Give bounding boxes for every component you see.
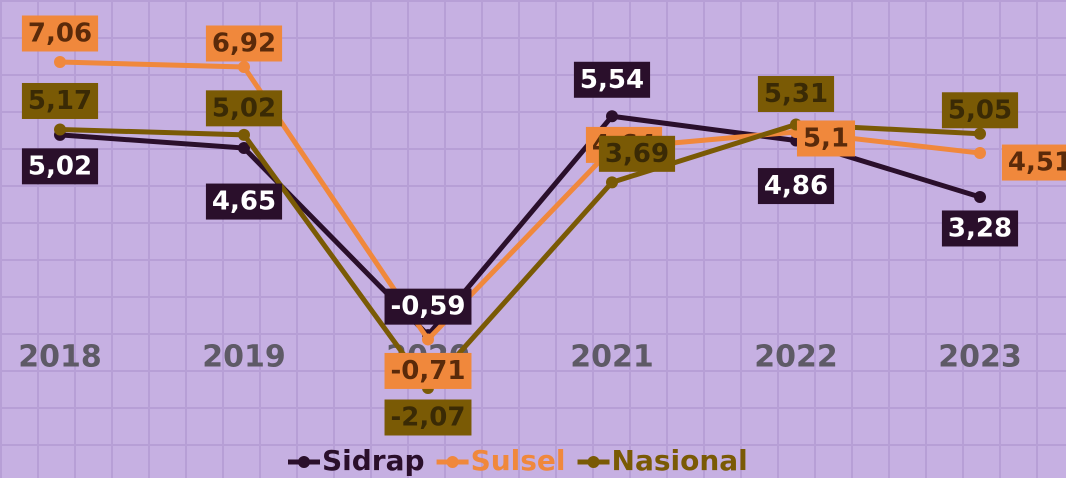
value-label: 5,31 <box>764 79 828 109</box>
data-label: 4,65 <box>206 184 282 220</box>
data-label: 5,54 <box>574 62 650 98</box>
value-label: -0,71 <box>391 356 466 386</box>
legend-label: Sulsel <box>471 444 566 477</box>
value-label: 5,1 <box>803 123 849 153</box>
x-tick-label: 2022 <box>754 340 838 375</box>
value-label: 5,17 <box>28 86 92 116</box>
point <box>54 56 66 68</box>
value-label: -2,07 <box>391 403 466 433</box>
data-label: 7,06 <box>22 16 98 52</box>
value-label: 5,02 <box>212 93 276 123</box>
data-label: -0,71 <box>385 353 472 389</box>
legend-label: Sidrap <box>322 444 425 477</box>
point <box>54 123 66 135</box>
point <box>606 110 618 122</box>
value-label: 3,28 <box>948 213 1012 243</box>
legend-marker <box>298 456 310 468</box>
point <box>974 191 986 203</box>
value-label: 5,05 <box>948 95 1012 125</box>
x-tick-label: 2023 <box>938 340 1022 375</box>
data-label: 3,28 <box>942 210 1018 246</box>
value-label: 4,86 <box>764 171 828 201</box>
data-label: 5,31 <box>758 76 834 112</box>
value-label: 4,51 <box>1008 148 1066 178</box>
data-label: 5,05 <box>942 92 1018 128</box>
data-label: 4,51 <box>1002 145 1066 181</box>
value-label: 6,92 <box>212 28 276 58</box>
point <box>974 147 986 159</box>
legend-marker <box>447 456 459 468</box>
x-tick-label: 2018 <box>18 340 102 375</box>
data-label: 5,17 <box>22 83 98 119</box>
value-label: 3,69 <box>605 139 669 169</box>
data-label: 5,1 <box>797 120 855 156</box>
value-label: 5,54 <box>580 65 644 95</box>
value-label: 7,06 <box>28 19 92 49</box>
data-label: 6,92 <box>206 25 282 61</box>
x-tick-label: 2019 <box>202 340 286 375</box>
series-line <box>60 62 980 339</box>
point <box>238 129 250 141</box>
data-label: -0,59 <box>385 289 472 325</box>
point <box>974 128 986 140</box>
point <box>606 176 618 188</box>
data-label: -2,07 <box>385 400 472 436</box>
legend-label: Nasional <box>612 444 748 477</box>
data-label: 3,69 <box>599 136 675 172</box>
point <box>422 333 434 345</box>
value-label: 4,65 <box>212 187 276 217</box>
legend-marker <box>588 456 600 468</box>
point <box>238 61 250 73</box>
chart: 2018201920202021202220235,024,65-0,595,5… <box>0 0 1066 478</box>
data-label: 5,02 <box>22 148 98 184</box>
value-label: -0,59 <box>391 292 466 322</box>
data-label: 5,02 <box>206 90 282 126</box>
data-label: 4,86 <box>758 168 834 204</box>
series-line <box>60 124 980 388</box>
x-tick-label: 2021 <box>570 340 654 375</box>
value-label: 5,02 <box>28 151 92 181</box>
